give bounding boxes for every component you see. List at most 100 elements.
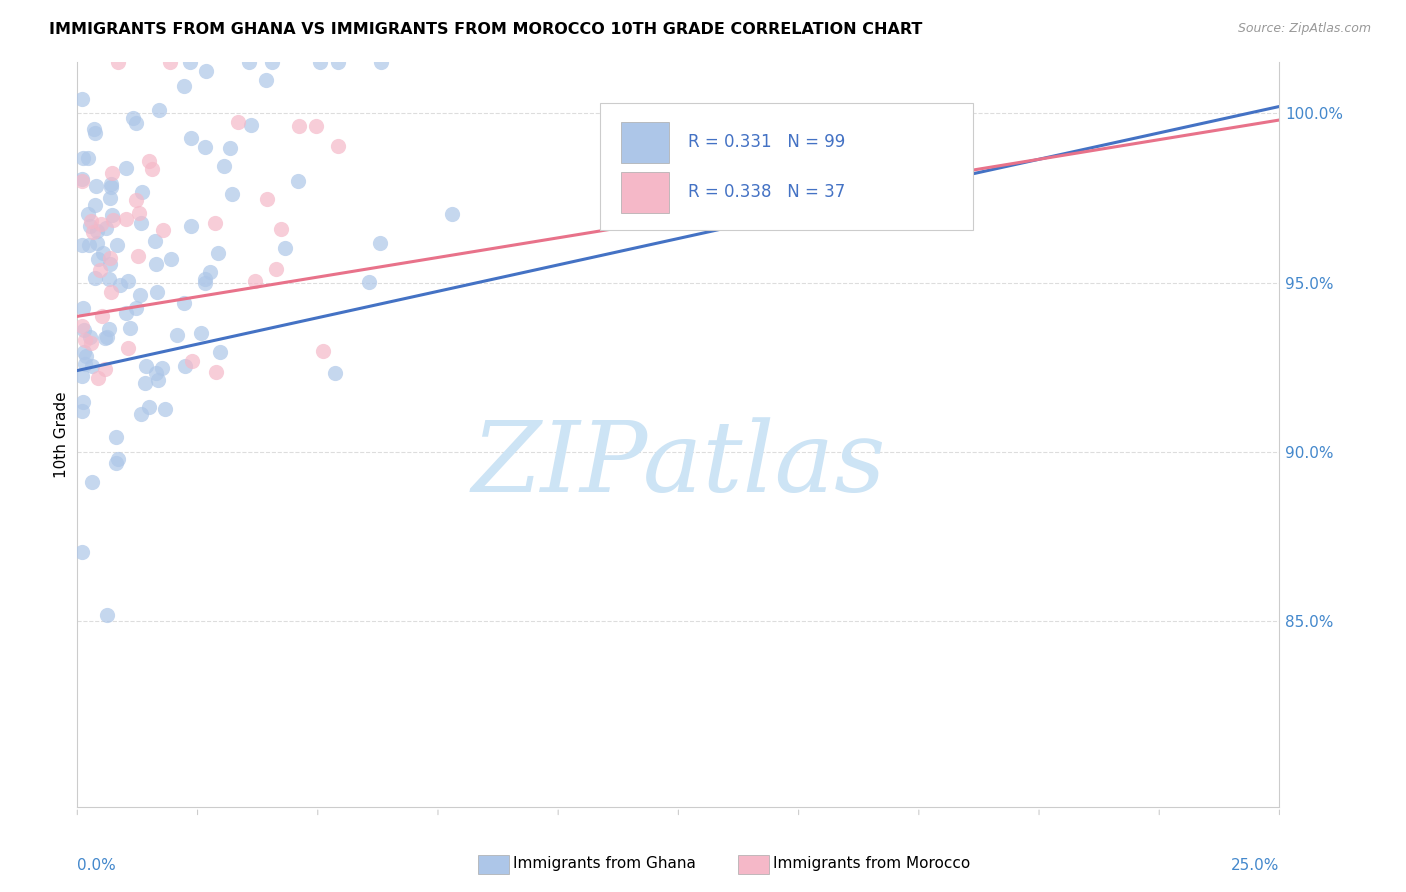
Point: [180, 219, 202, 234]
Point: [80, 213, 103, 227]
Point: [159, 55, 181, 70]
Point: [82, 225, 104, 239]
Point: [195, 64, 218, 78]
Point: [200, 265, 222, 279]
Point: [129, 407, 152, 421]
Point: [101, 166, 124, 180]
Point: [131, 186, 153, 200]
Point: [270, 222, 292, 236]
Point: [107, 452, 129, 467]
Point: [98, 257, 121, 271]
Point: [73, 345, 96, 359]
Point: [305, 119, 328, 133]
Point: [84, 179, 107, 194]
Point: [323, 367, 346, 381]
Point: [90, 217, 112, 231]
Point: [212, 159, 235, 173]
Point: [70, 318, 93, 333]
Point: [238, 55, 260, 70]
Point: [135, 359, 157, 373]
Text: ZIPatlas: ZIPatlas: [471, 417, 886, 512]
Point: [370, 55, 392, 70]
Point: [70, 404, 93, 418]
Point: [115, 211, 138, 226]
Point: [262, 55, 284, 70]
Text: R = 0.338   N = 37: R = 0.338 N = 37: [688, 183, 845, 201]
Point: [70, 174, 93, 188]
Point: [173, 296, 195, 310]
Point: [100, 180, 122, 194]
Point: [108, 277, 131, 292]
Point: [96, 330, 118, 344]
Point: [141, 161, 163, 176]
Point: [117, 274, 139, 288]
Text: Source: ZipAtlas.com: Source: ZipAtlas.com: [1237, 22, 1371, 36]
Point: [97, 322, 120, 336]
Point: [70, 368, 93, 383]
Point: [264, 261, 287, 276]
Point: [357, 275, 380, 289]
Point: [75, 349, 97, 363]
Point: [77, 206, 100, 220]
FancyBboxPatch shape: [620, 172, 669, 213]
Point: [100, 285, 122, 299]
Point: [326, 55, 349, 70]
Point: [100, 178, 122, 192]
Point: [83, 122, 105, 136]
Point: [180, 353, 202, 368]
Point: [115, 306, 138, 320]
Point: [125, 116, 148, 130]
Point: [194, 272, 217, 286]
Point: [254, 72, 277, 87]
Point: [94, 362, 117, 376]
Point: [72, 394, 94, 409]
Point: [180, 130, 202, 145]
Point: [204, 216, 226, 230]
Point: [207, 245, 229, 260]
Point: [70, 92, 93, 106]
Point: [97, 272, 120, 286]
Point: [117, 341, 139, 355]
Point: [219, 141, 242, 155]
Point: [94, 221, 117, 235]
Point: [128, 288, 150, 302]
Point: [80, 335, 103, 350]
Text: Immigrants from Morocco: Immigrants from Morocco: [773, 856, 970, 871]
Point: [80, 475, 103, 490]
Point: [256, 193, 278, 207]
Point: [125, 193, 148, 207]
Point: [121, 111, 143, 125]
Point: [326, 139, 349, 153]
Point: [86, 371, 108, 385]
Point: [118, 321, 141, 335]
Y-axis label: 10th Grade: 10th Grade: [53, 392, 69, 478]
Point: [127, 249, 149, 263]
Point: [153, 402, 176, 417]
Text: Immigrants from Ghana: Immigrants from Ghana: [513, 856, 696, 871]
Point: [204, 365, 226, 379]
FancyBboxPatch shape: [620, 122, 669, 163]
Point: [138, 154, 160, 169]
Point: [91, 246, 114, 260]
Point: [179, 55, 201, 70]
Point: [311, 343, 333, 358]
Point: [104, 429, 127, 443]
Point: [441, 207, 464, 221]
Point: [91, 310, 114, 324]
FancyBboxPatch shape: [600, 103, 973, 230]
Point: [86, 224, 108, 238]
Point: [107, 55, 129, 70]
Text: IMMIGRANTS FROM GHANA VS IMMIGRANTS FROM MOROCCO 10TH GRADE CORRELATION CHART: IMMIGRANTS FROM GHANA VS IMMIGRANTS FROM…: [49, 22, 922, 37]
Point: [152, 223, 174, 237]
Point: [240, 118, 263, 132]
Point: [79, 330, 101, 344]
Point: [243, 274, 266, 288]
Point: [143, 234, 166, 248]
Point: [150, 361, 173, 376]
Point: [174, 359, 197, 374]
Point: [84, 198, 107, 212]
Point: [86, 236, 108, 251]
Point: [72, 301, 94, 315]
Point: [77, 151, 100, 165]
Point: [146, 285, 169, 299]
